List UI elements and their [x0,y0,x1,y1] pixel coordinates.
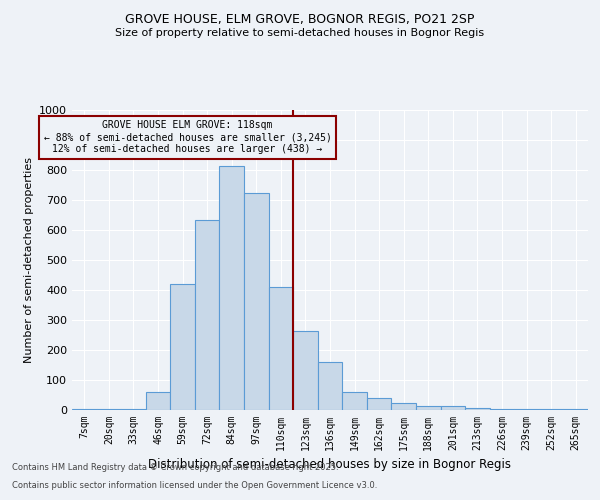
Y-axis label: Number of semi-detached properties: Number of semi-detached properties [23,157,34,363]
Text: Contains public sector information licensed under the Open Government Licence v3: Contains public sector information licen… [12,481,377,490]
Bar [146,392,170,410]
Bar [416,406,440,410]
Text: GROVE HOUSE ELM GROVE: 118sqm
← 88% of semi-detached houses are smaller (3,245)
: GROVE HOUSE ELM GROVE: 118sqm ← 88% of s… [44,120,331,154]
Bar [490,408,514,410]
Bar [539,408,563,410]
Bar [97,408,121,410]
Bar [514,408,539,410]
Bar [244,192,269,410]
Bar [170,284,195,410]
X-axis label: Distribution of semi-detached houses by size in Bognor Regis: Distribution of semi-detached houses by … [149,458,511,471]
Bar [342,392,367,410]
Bar [367,398,391,410]
Bar [72,408,97,410]
Bar [121,408,146,410]
Text: Size of property relative to semi-detached houses in Bognor Regis: Size of property relative to semi-detach… [115,28,485,38]
Bar [391,402,416,410]
Bar [465,408,490,410]
Bar [440,406,465,410]
Bar [220,166,244,410]
Text: GROVE HOUSE, ELM GROVE, BOGNOR REGIS, PO21 2SP: GROVE HOUSE, ELM GROVE, BOGNOR REGIS, PO… [125,12,475,26]
Bar [269,287,293,410]
Bar [195,220,220,410]
Text: Contains HM Land Registry data © Crown copyright and database right 2025.: Contains HM Land Registry data © Crown c… [12,464,338,472]
Bar [293,330,318,410]
Bar [318,362,342,410]
Bar [563,409,588,410]
